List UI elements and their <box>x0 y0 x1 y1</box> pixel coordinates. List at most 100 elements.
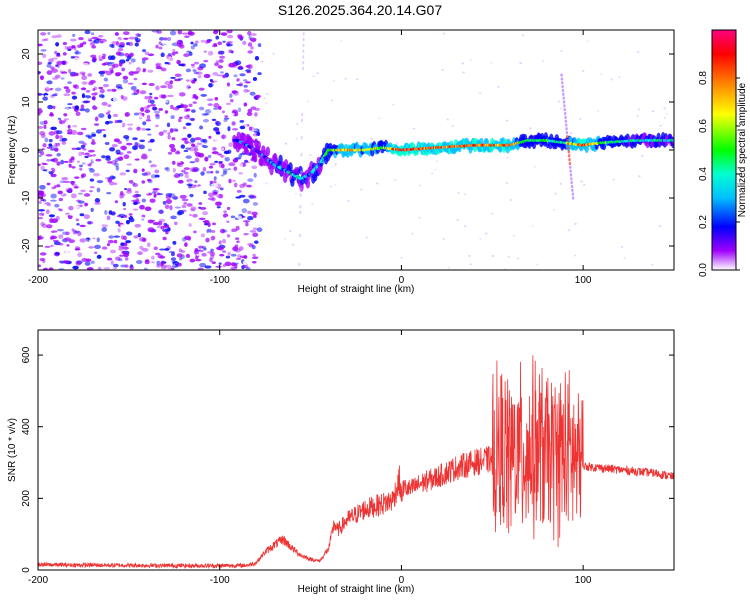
noise-cell <box>225 102 231 106</box>
noise-cell <box>145 223 150 227</box>
noise-cell <box>203 50 207 53</box>
noise-cell <box>187 181 195 184</box>
noise-cell <box>128 41 134 47</box>
noise-cell <box>50 173 57 178</box>
noise-cell <box>172 264 176 267</box>
noise-cell <box>103 77 109 82</box>
streak-cell <box>565 131 569 135</box>
noise-cell <box>115 149 121 155</box>
noise-cell <box>122 75 129 80</box>
noise-cell <box>70 56 76 59</box>
noise-cell <box>294 192 298 195</box>
noise-cell <box>248 35 252 40</box>
noise-cell <box>216 131 221 135</box>
noise-cell <box>214 192 218 196</box>
noise-cell <box>129 52 134 57</box>
noise-cell <box>75 147 81 150</box>
noise-cell <box>418 216 421 219</box>
noise-cell <box>188 103 193 107</box>
y-tick-label: 0 <box>21 567 32 573</box>
noise-cell <box>48 131 55 136</box>
noise-cell <box>38 154 42 157</box>
streak-cell <box>563 108 566 112</box>
noise-cell <box>447 266 450 269</box>
noise-cell <box>241 188 248 193</box>
streak-cell <box>561 85 564 89</box>
noise-cell <box>142 49 147 53</box>
noise-cell <box>200 259 206 264</box>
noise-cell <box>84 179 89 182</box>
noise-cell <box>242 260 249 266</box>
noise-cell <box>80 144 86 148</box>
noise-cell <box>63 118 69 121</box>
noise-cell <box>74 51 82 55</box>
noise-cell <box>197 267 204 270</box>
noise-cell <box>560 107 563 110</box>
noise-cell <box>60 38 67 43</box>
noise-cell <box>106 215 111 221</box>
noise-cell <box>52 105 56 110</box>
noise-cell <box>49 112 53 116</box>
noise-cell <box>99 88 105 94</box>
noise-cell <box>456 219 459 222</box>
ridge-halo <box>256 140 261 150</box>
noise-cell <box>152 222 160 226</box>
noise-cell <box>219 187 224 191</box>
noise-cell <box>212 222 216 226</box>
noise-cell <box>104 210 108 215</box>
noise-cell <box>116 153 121 158</box>
noise-cell <box>43 120 48 125</box>
noise-cell <box>184 108 189 112</box>
noise-cell <box>119 254 124 257</box>
noise-cell <box>177 262 182 267</box>
noise-cell <box>242 198 250 204</box>
streak-cell <box>298 233 301 238</box>
noise-cell <box>65 88 71 94</box>
noise-cell <box>160 67 167 72</box>
noise-cell <box>92 56 97 62</box>
noise-cell <box>226 43 233 47</box>
noise-cell <box>165 199 173 204</box>
noise-cell <box>252 132 259 137</box>
noise-cell <box>199 262 207 268</box>
noise-cell <box>134 158 140 161</box>
noise-cell <box>158 218 166 223</box>
noise-cell <box>118 123 123 127</box>
noise-cell <box>237 34 243 38</box>
noise-cell <box>177 179 184 184</box>
noise-cell <box>63 113 68 117</box>
noise-cell <box>196 253 202 256</box>
noise-cell <box>158 46 163 50</box>
noise-cell <box>98 218 103 224</box>
noise-cell <box>215 60 220 64</box>
noise-cell <box>170 267 175 270</box>
noise-cell <box>152 187 160 191</box>
noise-cell <box>117 156 124 161</box>
noise-cell <box>233 74 238 78</box>
noise-cell <box>239 120 245 123</box>
streak-cell <box>302 37 305 42</box>
noise-cell <box>256 227 263 233</box>
noise-cell <box>41 163 49 166</box>
noise-cell <box>147 242 151 248</box>
noise-cell <box>168 57 174 62</box>
noise-cell <box>139 183 144 187</box>
noise-cell <box>120 224 125 228</box>
noise-cell <box>38 126 44 129</box>
noise-cell <box>128 212 133 216</box>
noise-cell <box>164 61 169 65</box>
noise-cell <box>180 250 186 253</box>
x-tick-label: 0 <box>399 575 405 586</box>
noise-cell <box>295 137 298 140</box>
noise-cell <box>92 153 96 157</box>
noise-cell <box>188 213 193 217</box>
noise-cell <box>651 110 655 113</box>
noise-cell <box>263 96 266 99</box>
noise-cell <box>115 220 120 225</box>
noise-cell <box>187 133 192 138</box>
noise-cell <box>227 168 232 171</box>
noise-cell <box>148 160 152 164</box>
noise-cell <box>223 210 227 213</box>
noise-cell <box>208 135 212 139</box>
noise-cell <box>251 244 256 250</box>
